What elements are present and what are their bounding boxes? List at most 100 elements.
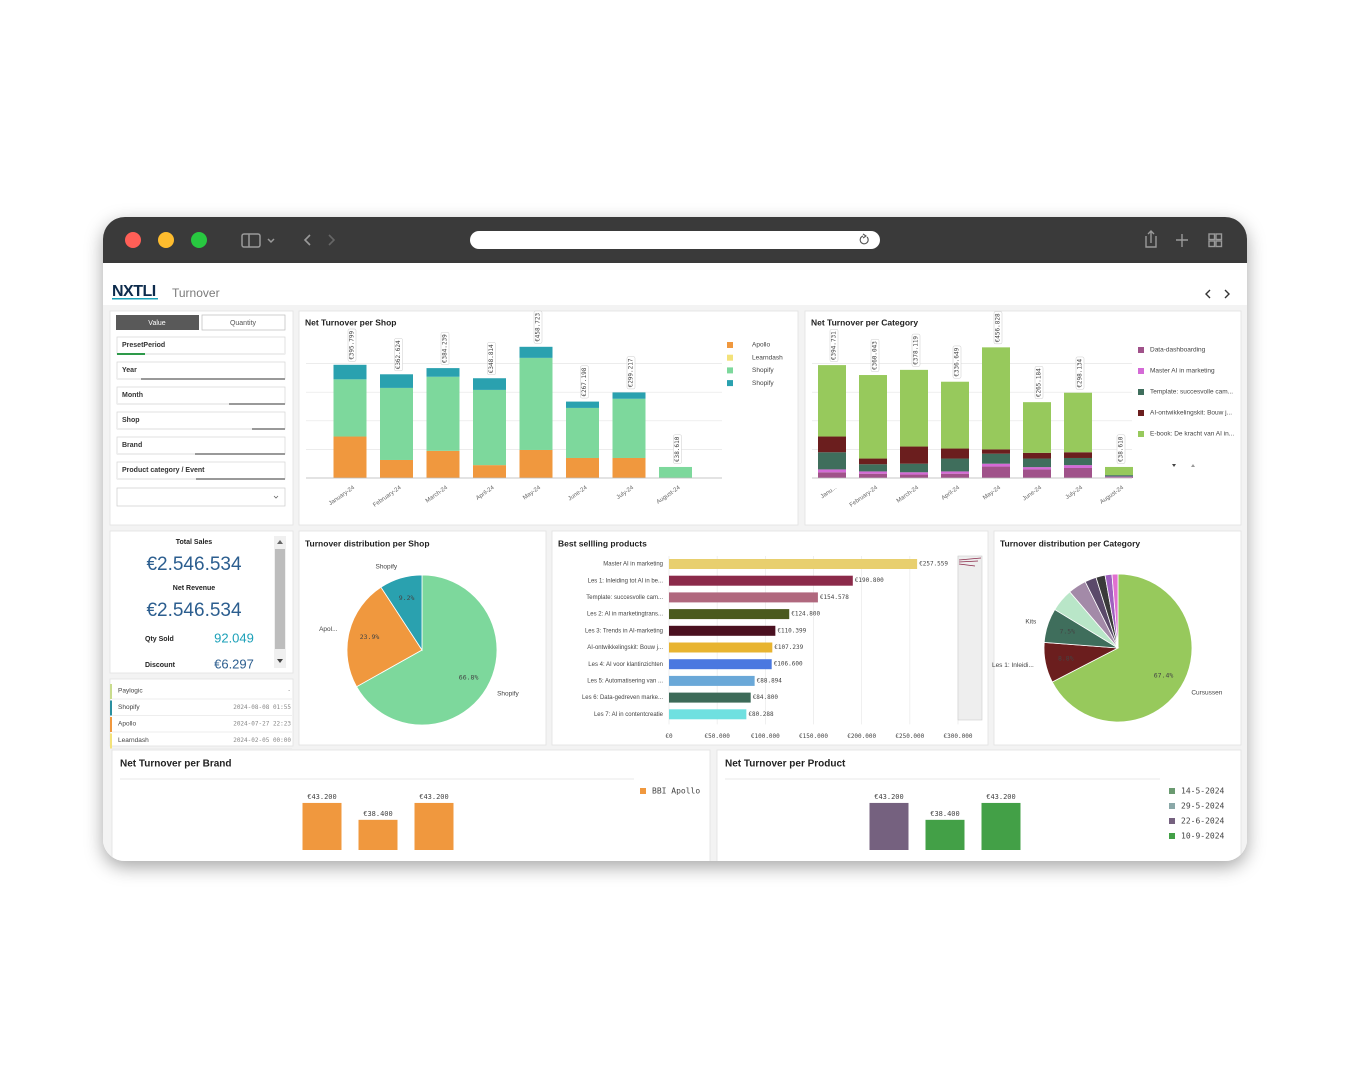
tab[interactable] — [201, 314, 286, 331]
bar-segment — [426, 450, 460, 478]
y-tick-label: Les 3: Trends in AI-marketing — [585, 628, 663, 634]
bar-segment — [659, 466, 692, 478]
bar — [669, 692, 751, 703]
bar-segment — [473, 378, 506, 390]
address-bar[interactable] — [470, 231, 880, 249]
x-tick-label: €50.000 — [705, 733, 731, 740]
bar-segment — [1105, 475, 1133, 477]
x-tick-label: €100.000 — [751, 733, 780, 740]
legend-label[interactable]: BBI Apollo — [652, 787, 700, 796]
scrollbar-thumb[interactable] — [275, 549, 285, 649]
bar-segment — [1064, 465, 1092, 468]
legend-label[interactable]: Learndash — [752, 354, 783, 361]
filter-box[interactable] — [116, 411, 286, 430]
kpi-value: €2.546.534 — [146, 600, 242, 621]
legend-label[interactable]: Shopify — [752, 380, 774, 387]
slice-label: Cursussen — [1191, 689, 1222, 696]
legend-scroll-down[interactable] — [1172, 464, 1176, 467]
data-label: €394.731 — [831, 331, 838, 360]
kpi-group: Total Sales €2.546.534 Net Revenue €2.546.5… — [145, 539, 254, 672]
dashboard: NXTLI Turnover Value Quantity PresetPeriod Ye… — [109, 283, 1242, 861]
bar-segment — [859, 464, 887, 472]
filter-box[interactable] — [116, 361, 286, 380]
shop-name[interactable]: Shopify — [118, 704, 140, 711]
scroll-minimap[interactable] — [957, 555, 983, 721]
legend-scroll-up[interactable] — [1191, 464, 1195, 467]
forward-button[interactable] — [328, 234, 336, 246]
shop-name[interactable]: Paylogic — [118, 688, 143, 695]
filter-track — [117, 428, 285, 430]
legend-label[interactable]: 10-9-2024 — [1181, 832, 1225, 841]
data-label: €107.239 — [774, 644, 803, 651]
filter-label: Year — [122, 367, 137, 374]
slice-label: Shopify — [375, 563, 397, 570]
data-label: €38.400 — [363, 810, 393, 818]
legend-label[interactable]: Apollo — [752, 342, 770, 349]
maximize-button[interactable] — [191, 232, 207, 248]
bar-segment — [818, 436, 846, 453]
tab-overview-button[interactable] — [1208, 233, 1223, 248]
data-label: €265.184 — [1036, 368, 1043, 397]
x-tick-label: €300.000 — [944, 733, 973, 740]
next-sheet[interactable] — [1224, 289, 1230, 299]
x-tick-label: €250.000 — [895, 733, 924, 740]
y-tick-label: Les 5: Automatisering van ... — [587, 678, 663, 684]
legend-label[interactable]: AI-ontwikkelingskit: Bouw j... — [1150, 410, 1232, 417]
y-tick-label: Les 4: AI voor klantinzichten — [588, 662, 663, 668]
sidebar-toggle[interactable] — [241, 233, 275, 248]
share-button[interactable] — [1145, 230, 1157, 248]
reload-button[interactable] — [859, 233, 869, 245]
bar-segment — [1105, 466, 1133, 476]
legend-label[interactable]: Shopify — [752, 367, 774, 374]
y-tick-label: AI-ontwikkelingskit: Bouw j... — [587, 645, 663, 651]
scroll-up[interactable] — [277, 540, 283, 544]
filter-label: Brand — [122, 442, 142, 449]
data-label: €360.043 — [872, 341, 879, 370]
bar-segment — [473, 389, 506, 466]
scroll-down[interactable] — [277, 659, 283, 663]
bar-segment — [1023, 402, 1051, 453]
data-label-background — [533, 310, 543, 344]
pie-slice — [346, 586, 423, 688]
data-label: €362.624 — [395, 340, 402, 369]
legend-label[interactable]: E-book: De kracht van AI in... — [1150, 431, 1234, 438]
legend-label[interactable]: Template: succesvolle cam... — [1150, 389, 1233, 396]
slice-value-label: 7.5% — [1059, 628, 1075, 636]
bar-segment — [859, 473, 887, 478]
filter-track — [117, 353, 285, 355]
legend-label[interactable]: Data-dashboarding — [1150, 347, 1206, 354]
shop-updated: 2024-08-08 01:55 — [233, 704, 291, 711]
legend-label[interactable]: 29-5-2024 — [1181, 802, 1225, 811]
y-tick-label: Master AI in marketing — [603, 562, 663, 568]
close-button[interactable] — [125, 232, 141, 248]
slice-value-label: 8.8% — [1058, 655, 1074, 663]
previous-sheet[interactable] — [1205, 289, 1211, 299]
y-tick-label: Les 7: AI in contentcreatie — [594, 712, 664, 718]
x-tick-label: €150.000 — [799, 733, 828, 740]
chart-plot: €43.200 €38.400 €43.200 14-5-2024 29-5-2024 2… — [725, 778, 1225, 850]
bar-segment — [566, 457, 599, 478]
tab[interactable] — [116, 315, 199, 330]
filter-selection-bar — [229, 403, 285, 405]
legend-label[interactable]: 14-5-2024 — [1181, 787, 1225, 796]
bar — [669, 592, 818, 603]
legend-label[interactable]: 22-6-2024 — [1181, 817, 1225, 826]
bar-segment — [1023, 469, 1051, 478]
bar-segment — [333, 364, 367, 380]
dropdown[interactable] — [116, 487, 286, 507]
data-label-background — [626, 356, 636, 390]
legend-label[interactable]: Master AI in marketing — [1150, 368, 1215, 375]
data-label-background — [673, 434, 682, 464]
minimize-button[interactable] — [158, 232, 174, 248]
bar — [669, 659, 772, 670]
data-label-background — [952, 345, 962, 379]
chart-title: Net Turnover per Brand — [120, 759, 232, 770]
data-label: €190.800 — [855, 577, 884, 584]
new-tab-button[interactable] — [1176, 234, 1188, 247]
slice-value-label: 67.4% — [1154, 672, 1174, 680]
shop-name[interactable]: Learndash — [118, 737, 149, 744]
bar-segment — [380, 459, 413, 478]
back-button[interactable] — [303, 234, 311, 246]
shop-name[interactable]: Apollo — [118, 721, 136, 728]
